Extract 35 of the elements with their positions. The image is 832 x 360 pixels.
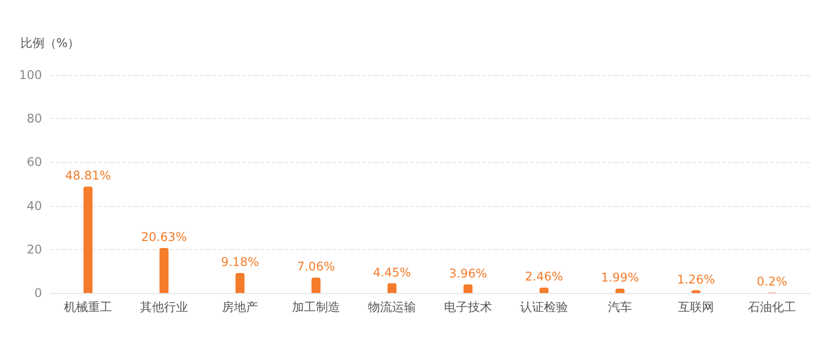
data-label: 7.06% <box>296 260 336 274</box>
x-tick-label: 物流运输 <box>368 300 416 314</box>
x-tick-label: 互联网 <box>678 300 714 314</box>
y-axis-title: 比例（%） <box>20 36 80 50</box>
y-tick-label: 0 <box>34 286 42 300</box>
x-tick-label: 石油化工 <box>748 300 796 314</box>
data-label: 1.99% <box>600 270 640 285</box>
bar <box>540 288 548 293</box>
y-tick-label: 60 <box>26 155 42 170</box>
x-tick-label: 房地产 <box>222 300 258 314</box>
data-label: 4.45% <box>372 265 412 280</box>
y-tick-label: 80 <box>26 112 42 126</box>
x-tick-label: 加工制造 <box>292 300 340 314</box>
bar <box>236 272 244 293</box>
x-tick-label: 汽车 <box>608 300 632 314</box>
bar <box>388 283 396 293</box>
bar <box>312 278 320 293</box>
data-label: 1.26% <box>676 272 716 286</box>
data-label: 2.46% <box>524 270 564 284</box>
bar <box>160 248 168 293</box>
x-tick-label: 认证检验 <box>520 300 568 314</box>
y-tick-label: 100 <box>19 68 42 82</box>
data-label: 9.18% <box>220 254 260 269</box>
bar <box>616 288 624 293</box>
y-tick-label: 20 <box>26 242 42 256</box>
x-tick-label: 电子技术 <box>444 300 492 314</box>
x-tick-label: 机械重工 <box>64 300 112 314</box>
y-tick-label: 40 <box>26 198 42 213</box>
bar <box>84 186 92 293</box>
data-label: 48.81% <box>65 168 111 183</box>
data-label: 20.63% <box>141 230 187 244</box>
bar <box>464 284 472 293</box>
data-label: 0.2% <box>756 274 788 289</box>
x-tick-label: 其他行业 <box>140 300 188 314</box>
data-label: 3.96% <box>448 266 488 280</box>
